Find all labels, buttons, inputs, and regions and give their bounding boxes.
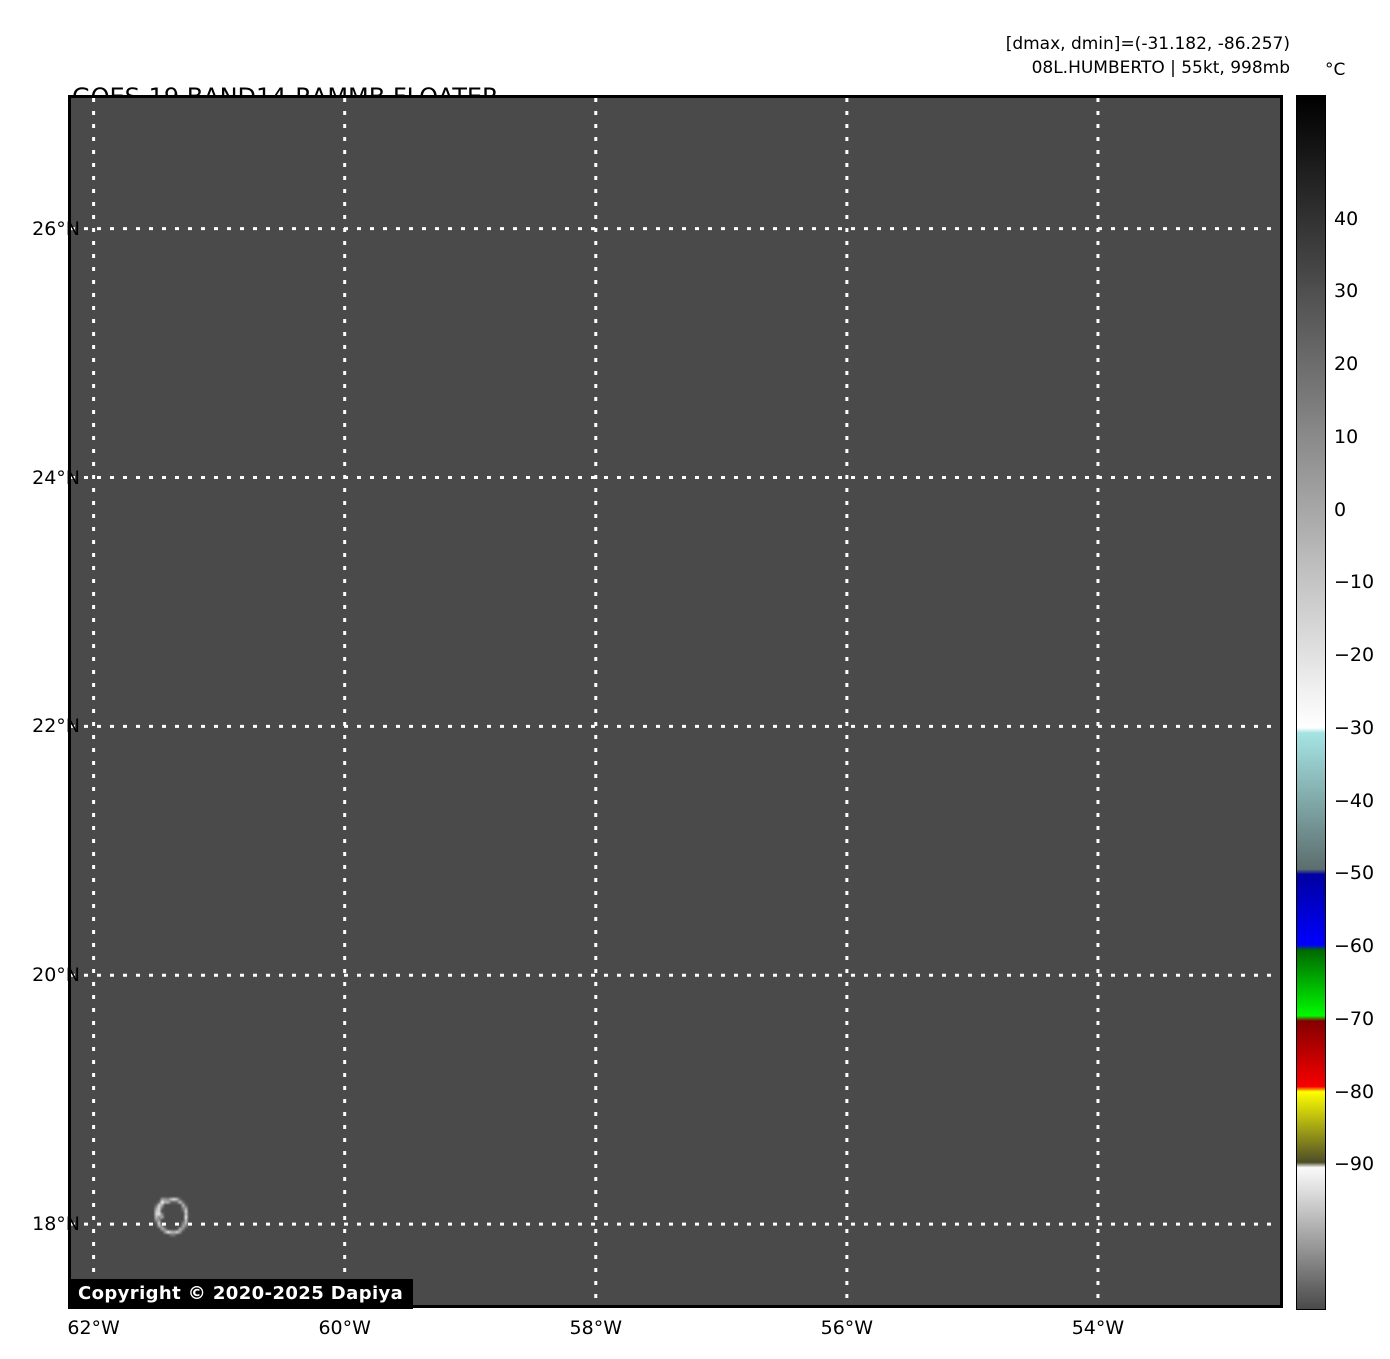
colorbar-tick-20: 20 bbox=[1334, 353, 1359, 376]
colorbar-tick--10: −10 bbox=[1334, 571, 1375, 594]
colorbar-tick-40: 40 bbox=[1334, 207, 1359, 230]
colorbar-tick-0: 0 bbox=[1334, 498, 1347, 521]
colorbar-tick-30: 30 bbox=[1334, 280, 1359, 303]
lon-tick-56: 56°W bbox=[820, 1317, 874, 1339]
copyright-watermark: Copyright © 2020-2025 Dapiya bbox=[68, 1279, 414, 1309]
lon-tick-58: 58°W bbox=[569, 1317, 622, 1339]
lat-tick-24: 24°N bbox=[32, 466, 80, 489]
lat-tick-26: 26°N bbox=[32, 217, 80, 240]
colorbar-tick-10: 10 bbox=[1334, 425, 1359, 448]
colorbar bbox=[1296, 95, 1326, 1310]
colorbar-tick--40: −40 bbox=[1334, 789, 1375, 812]
lat-tick-20: 20°N bbox=[32, 964, 80, 987]
lon-tick-54: 54°W bbox=[1071, 1317, 1125, 1339]
colorbar-unit-label: °C bbox=[1325, 60, 1346, 80]
satellite-image-panel bbox=[68, 95, 1283, 1308]
scene-info: [dmax, dmin]=(-31.182, -86.257) 08L.HUMB… bbox=[1006, 32, 1290, 80]
storm-info-label: 08L.HUMBERTO | 55kt, 998mb bbox=[1031, 58, 1290, 78]
dminmax-label: [dmax, dmin]=(-31.182, -86.257) bbox=[1005, 34, 1290, 54]
colorbar-tick--50: −50 bbox=[1334, 862, 1375, 885]
lat-tick-22: 22°N bbox=[32, 715, 80, 738]
colorbar-tick--30: −30 bbox=[1334, 716, 1375, 739]
satellite-imagery bbox=[71, 98, 1280, 1305]
lon-tick-60: 60°W bbox=[318, 1317, 371, 1339]
colorbar-tick--20: −20 bbox=[1334, 644, 1375, 667]
lon-tick-62: 62°W bbox=[67, 1317, 120, 1339]
lat-tick-18: 18°N bbox=[32, 1213, 80, 1236]
colorbar-tick--70: −70 bbox=[1334, 1007, 1375, 1030]
colorbar-tick--80: −80 bbox=[1334, 1080, 1375, 1103]
colorbar-gradient bbox=[1297, 96, 1325, 1309]
colorbar-tick--90: −90 bbox=[1334, 1153, 1375, 1176]
colorbar-tick--60: −60 bbox=[1334, 935, 1375, 958]
